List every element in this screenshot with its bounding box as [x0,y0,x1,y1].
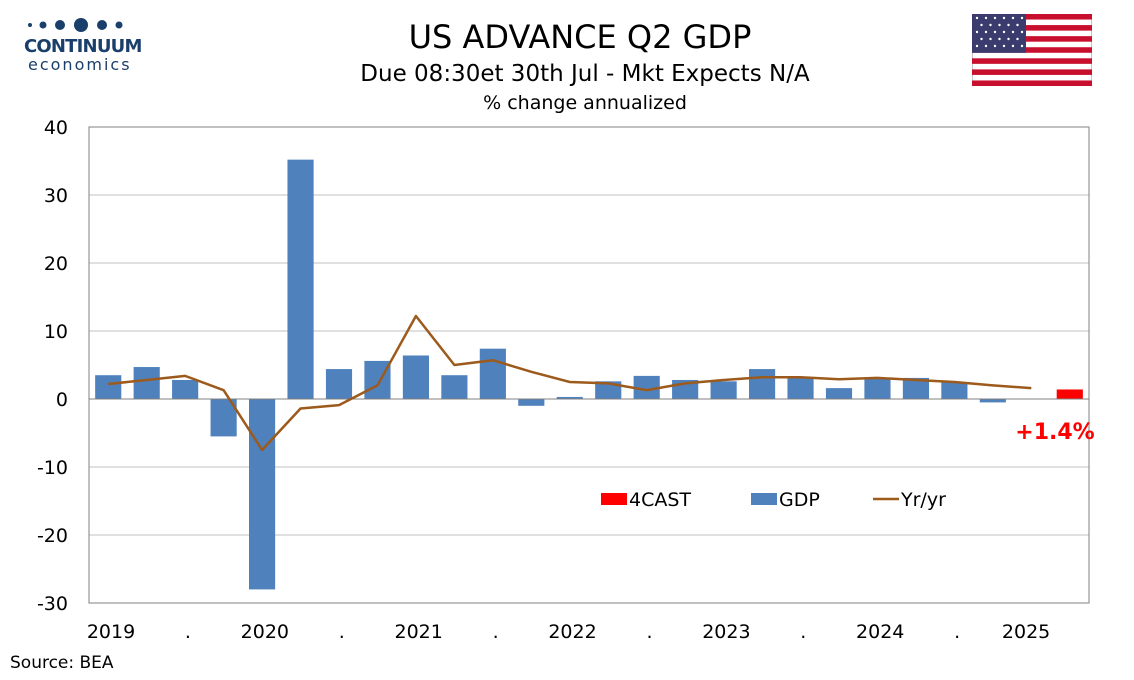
gdp-bar [941,382,968,399]
gdp-bar [479,348,506,399]
x-tick-label: 2021 [395,621,443,643]
y-tick-label: 10 [44,321,68,343]
gdp-bar [633,375,660,399]
forecast-annotation: +1.4% [1015,420,1094,445]
y-tick-label: -10 [37,457,68,479]
gdp-bar [172,379,199,399]
units-label: % change annualized [483,92,687,114]
gdp-bar [864,378,891,399]
legend-4cast-swatch [601,493,627,505]
x-tick-label: . [954,621,960,643]
gdp-bar [325,369,353,399]
y-tick-label: 30 [44,185,68,207]
y-tick-label: -20 [37,525,68,547]
gdp-bar [749,369,776,399]
gdp-bar [287,159,314,399]
page-subtitle: Due 08:30et 30th Jul - Mkt Expects N/A [360,61,810,87]
x-tick-label: 2020 [241,621,289,643]
logo-subtitle: economics [28,55,132,74]
legend-label: GDP [779,489,820,511]
y-tick-label: 40 [44,117,68,139]
legend-label: Yr/yr [900,489,946,511]
continuum-logo: CONTINUUM economics [10,12,142,74]
gdp-bar [979,399,1006,403]
gdp-bar [787,377,814,399]
yr-yr-line [108,314,1032,452]
legend-gdp-swatch [751,493,777,505]
gdp-bar [402,355,429,399]
gdp-bar [710,381,737,399]
us-flag-icon [972,14,1092,86]
page-title: US ADVANCE Q2 GDP [408,18,752,56]
x-tick-label: 2022 [548,621,596,643]
y-tick-label: 20 [44,253,68,275]
x-tick-label: 2024 [856,621,904,643]
gdp-bar [249,399,276,590]
plot-area [88,126,1090,604]
gdp-bar [133,367,160,399]
x-tick-label: . [185,621,191,643]
x-tick-label: 2025 [1002,621,1050,643]
gdp-bar [902,377,929,399]
legend-label: 4CAST [629,489,691,511]
y-tick-label: -30 [37,593,68,615]
y-tick-label: 0 [56,389,68,411]
logo-name: CONTINUUM [24,36,142,57]
x-tick-label: . [493,621,499,643]
gdp-bar [825,388,853,399]
gdp-bar [95,375,122,399]
gdp-bar [518,399,545,406]
gdp-bar [441,375,468,399]
x-tick-label: 2019 [87,621,135,643]
x-tick-label: . [646,621,652,643]
forecast-bar [1056,389,1083,399]
x-tick-label: . [339,621,345,643]
source-note: Source: BEA [10,653,114,673]
gdp-bar [556,396,583,399]
x-tick-label: . [800,621,806,643]
logo-dots-icon [28,18,123,32]
x-tick-label: 2023 [702,621,750,643]
